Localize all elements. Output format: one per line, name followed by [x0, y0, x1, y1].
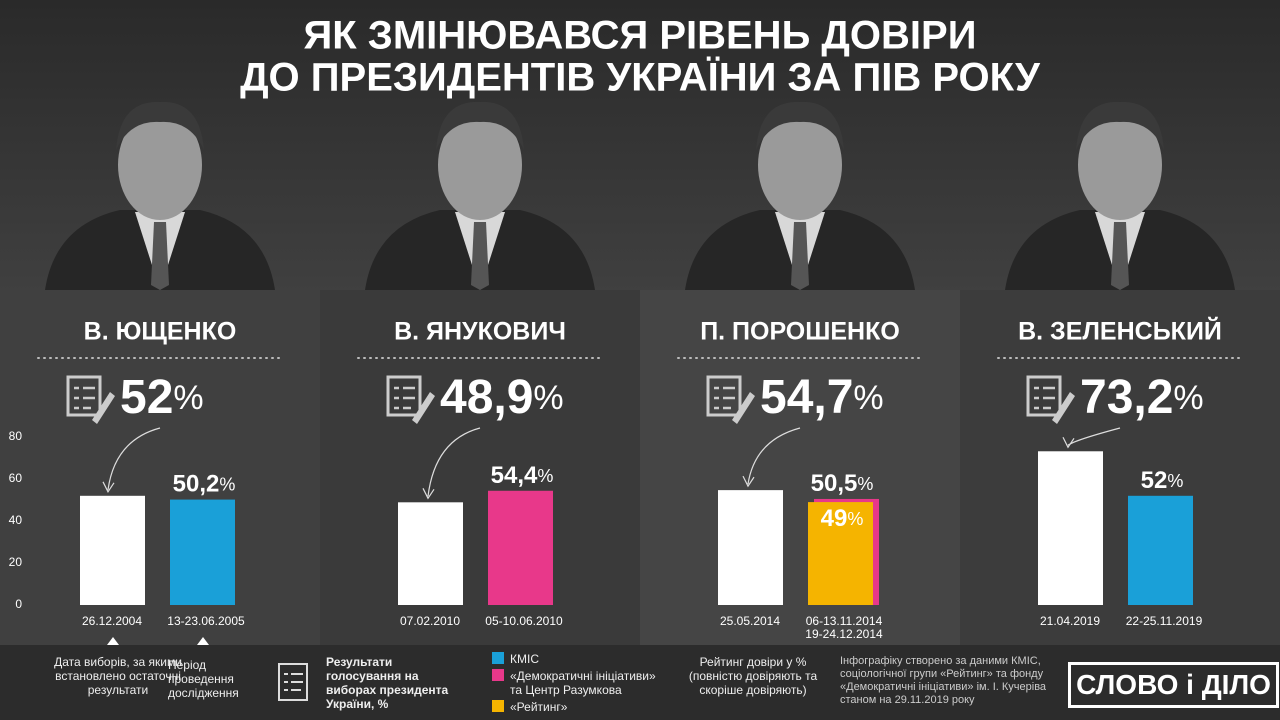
- portrait-head: [1078, 110, 1162, 220]
- headline-value: 73,2%: [1080, 371, 1204, 424]
- legend-label: КМІС: [510, 652, 539, 666]
- clipboard-icon: [278, 663, 308, 701]
- pen-icon: [1052, 392, 1075, 424]
- value-label: 54,4%: [491, 462, 554, 489]
- pointer-head: [102, 481, 115, 493]
- date-label: 26.12.2004: [82, 614, 142, 628]
- legend-swatch: [492, 669, 504, 681]
- panel-name: В. ЮЩЕНКО: [84, 318, 237, 346]
- portrait-head: [118, 110, 202, 220]
- pointer-head: [422, 488, 435, 500]
- chart-title: ЯК ЗМІНЮВАВСЯ РІВЕНЬ ДОВІРИ: [304, 14, 977, 58]
- pointer-arrow: [107, 427, 161, 490]
- election-results-note: Результати голосування на виборах презид…: [326, 655, 449, 711]
- panel-name: В. ЯНУКОВИЧ: [394, 318, 566, 346]
- portrait-head: [438, 110, 522, 220]
- headline-value: 48,9%: [440, 371, 564, 424]
- legend-item: КМІС: [492, 652, 682, 666]
- panel: [0, 290, 320, 645]
- date-label: 25.05.2014: [720, 614, 780, 628]
- source-note: Інфографіку створено за даними КМІС, соц…: [840, 655, 1047, 706]
- legend-item: «Рейтинг»: [492, 700, 682, 714]
- clipboard-icon: [1026, 375, 1062, 417]
- bar: [170, 499, 235, 605]
- portrait-tie: [151, 222, 169, 290]
- bar: [808, 502, 873, 605]
- panel: [320, 290, 640, 645]
- pen-icon: [412, 392, 435, 424]
- clipboard-lines: [74, 386, 95, 410]
- portrait-hair: [1076, 101, 1164, 150]
- pointer-arrow: [747, 427, 801, 485]
- y-tick-label: 20: [9, 555, 23, 569]
- trust-note: Рейтинг довіри у % (повністю довіряють т…: [688, 655, 818, 697]
- clipboard-lines: [1034, 386, 1055, 410]
- bar: [488, 490, 553, 605]
- pointer-head: [1062, 437, 1075, 449]
- marker-triangle: [197, 637, 209, 645]
- bar: [80, 495, 145, 605]
- election-date-note: Дата виборів, за якими встановлено остат…: [54, 655, 182, 697]
- pointer-head: [742, 475, 755, 488]
- logo: СЛОВО і ДІЛО: [1068, 662, 1279, 708]
- date-label: 06-13.11.2014: [806, 614, 883, 628]
- y-tick-label: 40: [9, 513, 23, 527]
- value-label: 50,5%: [811, 470, 874, 497]
- portrait-hair: [756, 101, 844, 150]
- legend-item: «Демократичні ініціативи» та Центр Разум…: [492, 669, 682, 697]
- date-label: 19-24.12.2014: [805, 627, 883, 641]
- date-label: 21.04.2019: [1040, 614, 1100, 628]
- clipboard-icon: [386, 375, 422, 417]
- portrait-tie: [1111, 222, 1129, 290]
- bar: [1128, 495, 1193, 605]
- portrait-head: [758, 110, 842, 220]
- legend-swatch: [492, 700, 504, 712]
- bar: [1038, 451, 1103, 605]
- legend-label: «Демократичні ініціативи» та Центр Разум…: [510, 669, 656, 697]
- pen-icon: [92, 392, 115, 424]
- value-label: 50,2%: [173, 471, 236, 498]
- legend-swatch: [492, 652, 504, 664]
- clipboard-lines: [394, 386, 415, 410]
- period-note: Період проведення дослідження: [168, 658, 239, 700]
- date-label: 13-23.06.2005: [167, 614, 245, 628]
- y-tick-label: 80: [9, 429, 23, 443]
- value-label: 52%: [1141, 467, 1184, 494]
- pen-icon: [732, 392, 755, 424]
- value-label: 49%: [821, 505, 864, 532]
- y-tick-label: 60: [9, 471, 23, 485]
- date-label: 05-10.06.2010: [485, 614, 563, 628]
- portrait-tie: [791, 222, 809, 290]
- marker-triangle: [107, 637, 119, 645]
- portrait-tie: [471, 222, 489, 290]
- clipboard-lines: [714, 386, 735, 410]
- legend: КМІС «Демократичні ініціативи» та Центр Р…: [492, 652, 682, 717]
- pointer-arrow: [427, 427, 481, 497]
- panel-name: П. ПОРОШЕНКО: [700, 318, 900, 346]
- panel-name: В. ЗЕЛЕНСЬКИЙ: [1018, 316, 1222, 346]
- panel: [640, 290, 960, 645]
- legend-label: «Рейтинг»: [510, 700, 568, 714]
- date-label: 22-25.11.2019: [1126, 614, 1203, 628]
- panel: [960, 290, 1280, 645]
- chart-title: ДО ПРЕЗИДЕНТІВ УКРАЇНИ ЗА ПІВ РОКУ: [240, 56, 1041, 100]
- portrait-hair: [116, 101, 204, 150]
- date-label: 07.02.2010: [400, 614, 460, 628]
- headline-value: 52%: [120, 371, 204, 424]
- y-tick-label: 0: [15, 597, 22, 611]
- portrait-hair: [436, 101, 524, 150]
- chart: ЯК ЗМІНЮВАВСЯ РІВЕНЬ ДОВІРИ ДО ПРЕЗИДЕНТ…: [0, 0, 1280, 645]
- bar: [718, 490, 783, 605]
- headline-value: 54,7%: [760, 371, 884, 424]
- clipboard-icon: [66, 375, 102, 417]
- bar: [398, 502, 463, 605]
- clipboard-icon: [706, 375, 742, 417]
